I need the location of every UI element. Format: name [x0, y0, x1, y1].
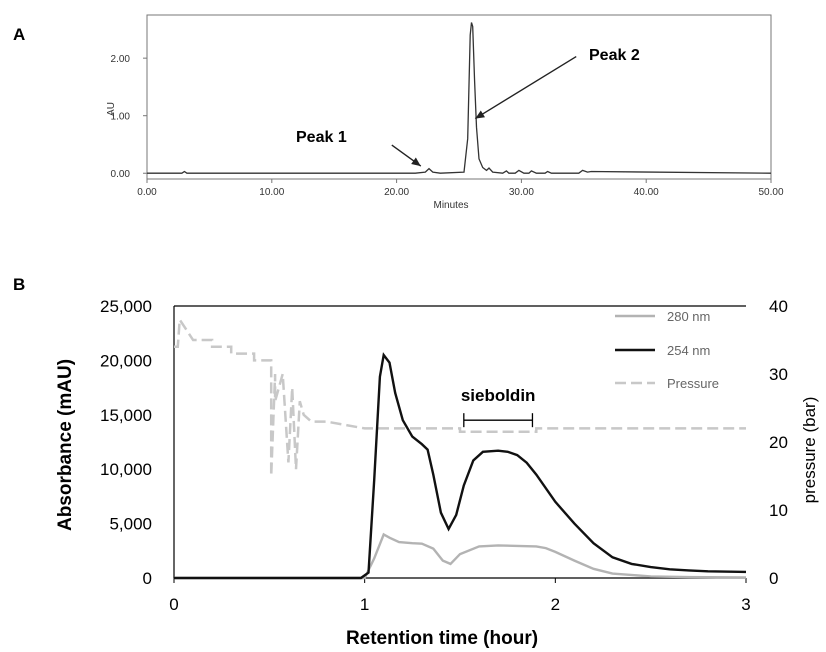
panel-b-sieboldin-label: sieboldin — [461, 386, 536, 405]
panel-a-annotations: Peak 1 Peak 2 — [296, 47, 640, 167]
panel-b-x-axis-label: Retention time (hour) — [346, 628, 538, 649]
panel-b-y2-tick-label: 40 — [769, 297, 788, 316]
panel-a-x-tick-label: 20.00 — [384, 187, 409, 198]
panel-b-y-tick-label: 15,000 — [100, 406, 152, 425]
panel-b-elution-profile: B 0 1 2 3 0 5,000 10,000 15,000 20,000 25,000 0 1… — [13, 275, 819, 649]
panel-a-x-axis-label: Minutes — [433, 200, 468, 211]
panel-a-x-tick-label: 40.00 — [634, 187, 659, 198]
panel-a-x-ticks: 0.00 10.00 20.00 30.00 40.00 50.00 — [137, 179, 784, 198]
panel-b-axes — [173, 305, 746, 579]
panel-b-legend-label: Pressure — [667, 376, 719, 391]
panel-a-letter: A — [13, 25, 25, 44]
panel-b-y-tick-label: 25,000 — [100, 297, 152, 316]
panel-b-series-280nm — [174, 532, 747, 580]
panel-b-y2-axis-label: pressure (bar) — [800, 397, 819, 504]
panel-b-series — [174, 315, 747, 580]
panel-b-x-tick-label: 0 — [169, 595, 178, 614]
panel-b-legend-label: 280 nm — [667, 309, 710, 324]
panel-a-plot-frame — [146, 14, 772, 180]
panel-a-peak2-label: Peak 2 — [589, 47, 640, 64]
panel-a-y-ticks: 0.00 1.00 2.00 — [111, 54, 147, 180]
panel-a-y-tick-label: 0.00 — [111, 169, 131, 180]
panel-b-legend: 280 nm 254 nm Pressure — [615, 309, 719, 391]
panel-b-series-254nm — [174, 352, 747, 580]
panel-a-x-tick-label: 0.00 — [137, 187, 157, 198]
panel-b-letter: B — [13, 275, 25, 294]
panel-b-x-ticks: 0 1 2 3 — [169, 578, 751, 614]
panel-a-x-tick-label: 30.00 — [509, 187, 534, 198]
panel-a-y-tick-label: 1.00 — [111, 112, 131, 123]
panel-b-y2-tick-label: 20 — [769, 433, 788, 452]
panel-b-annotations: sieboldin — [461, 386, 536, 428]
panel-a-y-axis-label: AU — [106, 102, 117, 116]
panel-b-y2-tick-label: 0 — [769, 569, 778, 588]
panel-a-y-tick-label: 2.00 — [111, 54, 131, 65]
panel-a-peak2-arrow-head — [475, 110, 485, 119]
panel-a-peak1-arrow-head — [411, 157, 421, 167]
panel-b-y2-tick-label: 30 — [769, 365, 788, 384]
panel-b-y-ticks: 0 5,000 10,000 15,000 20,000 25,000 — [100, 297, 152, 588]
panel-a-x-tick-label: 50.00 — [758, 187, 783, 198]
panel-b-y-tick-label: 0 — [143, 569, 152, 588]
panel-b-legend-label: 254 nm — [667, 343, 710, 358]
panel-b-x-tick-label: 3 — [741, 595, 750, 614]
panel-b-y-tick-label: 20,000 — [100, 351, 152, 370]
panel-a-series-line — [147, 22, 772, 174]
panel-b-y-axis-label: Absorbance (mAU) — [55, 359, 76, 531]
panel-b-y2-ticks: 0 10 20 30 40 — [769, 297, 788, 588]
panel-b-x-tick-label: 2 — [551, 595, 560, 614]
panel-b-series-pressure — [174, 315, 746, 477]
panel-b-y2-tick-label: 10 — [769, 501, 788, 520]
panel-b-y-tick-label: 5,000 — [109, 515, 152, 534]
panel-b-y-tick-label: 10,000 — [100, 460, 152, 479]
panel-a-peak2-arrow-shaft — [474, 55, 577, 120]
panel-b-x-tick-label: 1 — [360, 595, 369, 614]
panel-a-peak1-label: Peak 1 — [296, 129, 347, 146]
panel-a-chromatogram: A 0.00 10.00 20.00 30.00 40.00 50.00 0.00 1.00… — [13, 14, 784, 211]
panel-a-x-tick-label: 10.00 — [259, 187, 284, 198]
